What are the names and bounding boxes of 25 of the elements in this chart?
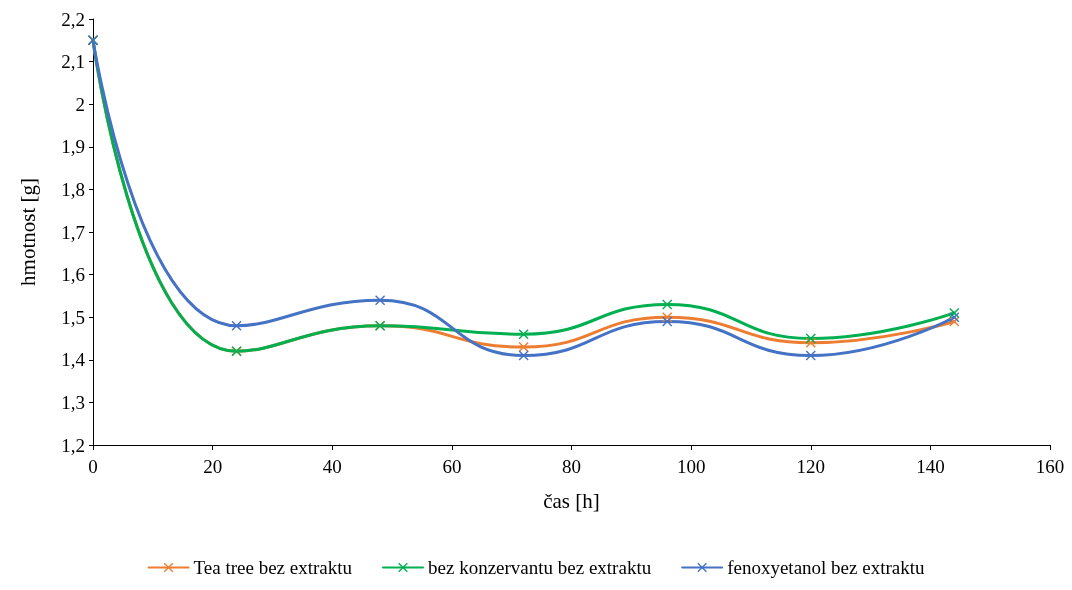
x-tick-label: 160 (1035, 456, 1065, 477)
x-tick-label: 120 (796, 456, 825, 477)
y-tick-label: 2,1 (61, 51, 85, 73)
y-tick-label: 1,7 (61, 221, 85, 243)
y-tick-label: 1,8 (61, 178, 85, 200)
legend-label: Tea tree bez extraktu (193, 557, 353, 578)
y-tick-label: 2 (75, 93, 85, 115)
x-tick-label: 80 (562, 456, 581, 477)
x-axis-title: čas [h] (543, 488, 600, 513)
y-tick-label: 1,2 (61, 434, 85, 456)
x-tick-label: 140 (916, 456, 945, 477)
y-axis-title: hmotnost [g] (15, 178, 40, 286)
legend-label: fenoxyetanol bez extraktu (727, 557, 925, 578)
x-tick-label: 100 (676, 456, 706, 477)
x-tick-label: 0 (88, 456, 98, 477)
y-tick-label: 1,3 (61, 391, 85, 413)
y-tick-label: 1,5 (61, 306, 85, 328)
x-tick-label: 20 (203, 456, 223, 477)
legend-label: bez konzervantu bez extraktu (428, 557, 652, 578)
y-tick-label: 1,9 (61, 136, 85, 158)
y-tick-label: 1,4 (61, 349, 86, 371)
x-tick-label: 60 (442, 456, 462, 477)
x-tick-label: 40 (322, 456, 342, 477)
y-tick-label: 2,2 (61, 8, 85, 30)
y-tick-label: 1,6 (61, 264, 85, 286)
